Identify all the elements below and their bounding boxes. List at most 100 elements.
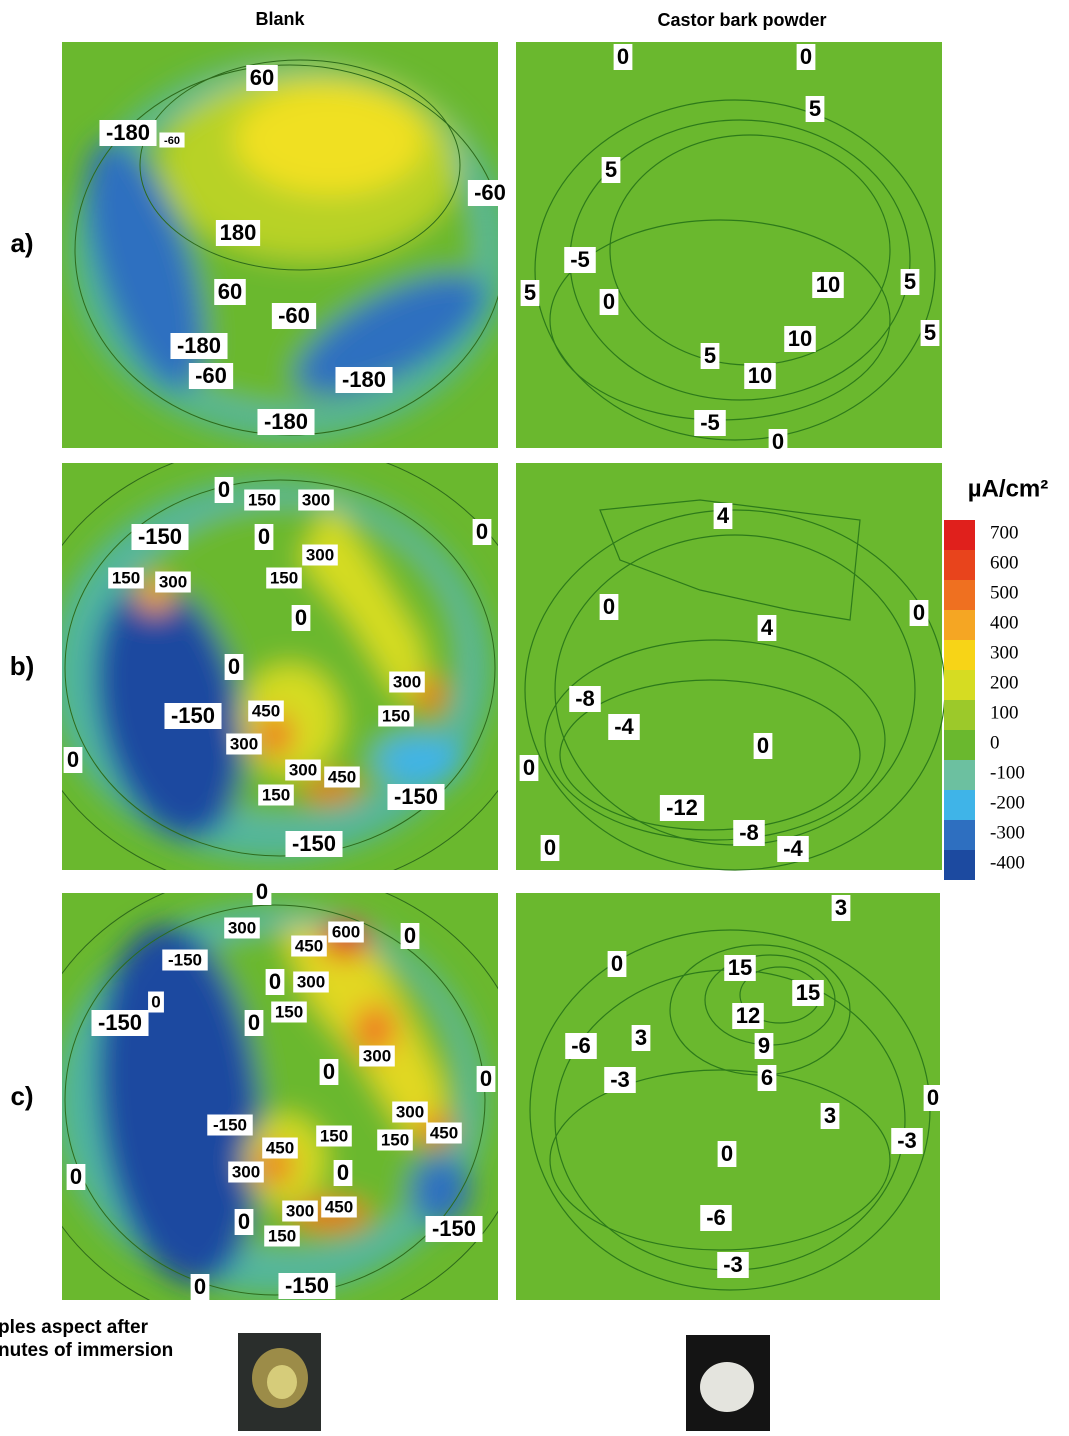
colorbar-swatch	[944, 520, 975, 550]
contour-label: 300	[393, 672, 421, 691]
contour-label: 300	[230, 734, 258, 753]
contour-label: 0	[913, 600, 925, 625]
colorbar-swatch	[944, 730, 975, 760]
contour-label: 4	[717, 503, 730, 528]
contour-label: 3	[835, 895, 847, 920]
contour-label: 6	[761, 1065, 773, 1090]
contour-label: 0	[218, 477, 230, 502]
contour-label: 10	[748, 363, 772, 388]
contour-label: 0	[194, 1274, 206, 1299]
contour-label: 60	[218, 279, 242, 304]
contour-label: -3	[723, 1252, 743, 1277]
contour-label: 150	[275, 1002, 303, 1021]
contour-label: 300	[396, 1102, 424, 1121]
contour-label: 10	[788, 326, 812, 351]
colorbar-tick-label: -400	[990, 852, 1025, 873]
contour-label: 0	[603, 289, 615, 314]
contour-label: 450	[252, 701, 280, 720]
caption: nutes of immersion	[0, 1340, 173, 1361]
contour-label: 0	[404, 923, 416, 948]
contour-label: 9	[758, 1033, 770, 1058]
colorbar-title: µA/cm²	[968, 475, 1049, 502]
contour-label: 0	[757, 733, 769, 758]
contour-label: 0	[523, 755, 535, 780]
contour-label: 300	[159, 572, 187, 591]
contour-label: 0	[603, 594, 615, 619]
contour-label: 300	[363, 1046, 391, 1065]
contour-label: 450	[430, 1123, 458, 1142]
row-label: b)	[10, 651, 35, 681]
contour-label: -150	[285, 1273, 329, 1298]
contour-label: 0	[617, 44, 629, 69]
contour-label: -8	[739, 820, 759, 845]
caption: ples aspect after	[0, 1317, 149, 1338]
contour-label: -3	[610, 1067, 630, 1092]
contour-label: 150	[112, 568, 140, 587]
contour-label: 0	[258, 524, 270, 549]
contour-label: 0	[337, 1160, 349, 1185]
colorbar-tick-label: 600	[990, 552, 1019, 573]
contour-label: -150	[394, 784, 438, 809]
colorbar-tick-label: -100	[990, 762, 1025, 783]
colorbar-swatch	[944, 550, 975, 580]
contour-label: 0	[772, 429, 784, 454]
colorbar-swatch	[944, 760, 975, 790]
contour-label: 600	[332, 922, 360, 941]
figure: Blank Castor bark powder a) b) c) µA/cm²…	[0, 0, 1069, 1436]
contour-label: -180	[106, 120, 150, 145]
contour-label: -180	[177, 333, 221, 358]
colorbar-tick-label: 100	[990, 702, 1019, 723]
contour-label: -180	[264, 409, 308, 434]
contour-label: 150	[381, 1130, 409, 1149]
colorbar-tick-label: -200	[990, 792, 1025, 813]
contour-label: 0	[151, 992, 160, 1011]
contour-label: 0	[70, 1164, 82, 1189]
contour-label: -3	[897, 1128, 917, 1153]
contour-label: 5	[704, 343, 716, 368]
contour-label: -180	[342, 367, 386, 392]
contour-label: 300	[228, 918, 256, 937]
colorbar-tick-label: 300	[990, 642, 1019, 663]
contour-label: 300	[306, 545, 334, 564]
colorbar-tick-label: 500	[990, 582, 1019, 603]
contour-label: -60	[278, 303, 310, 328]
contour-label: 150	[268, 1226, 296, 1245]
contour-label: 0	[544, 835, 556, 860]
contour-label: 180	[220, 220, 257, 245]
contour-label: 450	[325, 1197, 353, 1216]
row-label: c)	[10, 1081, 33, 1111]
contour-label: 150	[248, 490, 276, 509]
contour-label: -60	[195, 363, 227, 388]
contour-label: 10	[816, 272, 840, 297]
row-label: a)	[10, 228, 33, 258]
contour-label: 0	[480, 1066, 492, 1091]
contour-label: 300	[286, 1201, 314, 1220]
contour-label: -4	[783, 836, 803, 861]
contour-label: 300	[302, 490, 330, 509]
contour-label: 450	[295, 936, 323, 955]
colorbar-tick-label: 200	[990, 672, 1019, 693]
colorbar-swatch	[944, 700, 975, 730]
contour-label: 0	[611, 951, 623, 976]
contour-label: 3	[635, 1025, 647, 1050]
contour-label: 300	[289, 760, 317, 779]
contour-label: 3	[824, 1103, 836, 1128]
column-header: Blank	[255, 9, 305, 29]
contour-label: 0	[295, 605, 307, 630]
contour-label: 300	[297, 972, 325, 991]
contour-label: -150	[171, 703, 215, 728]
contour-label: 450	[266, 1138, 294, 1157]
contour-label: -150	[138, 524, 182, 549]
contour-label: 5	[605, 157, 617, 182]
colorbar-swatch	[944, 790, 975, 820]
contour-label: 0	[228, 654, 240, 679]
contour-label: 150	[262, 785, 290, 804]
contour-label: -8	[575, 686, 595, 711]
contour-label: 0	[323, 1059, 335, 1084]
contour-label: -4	[614, 714, 634, 739]
colorbar-tick-label: 400	[990, 612, 1019, 633]
contour-label: 0	[927, 1085, 939, 1110]
colorbar-swatch	[944, 670, 975, 700]
contour-label: -5	[700, 410, 720, 435]
column-header: Castor bark powder	[657, 10, 826, 30]
